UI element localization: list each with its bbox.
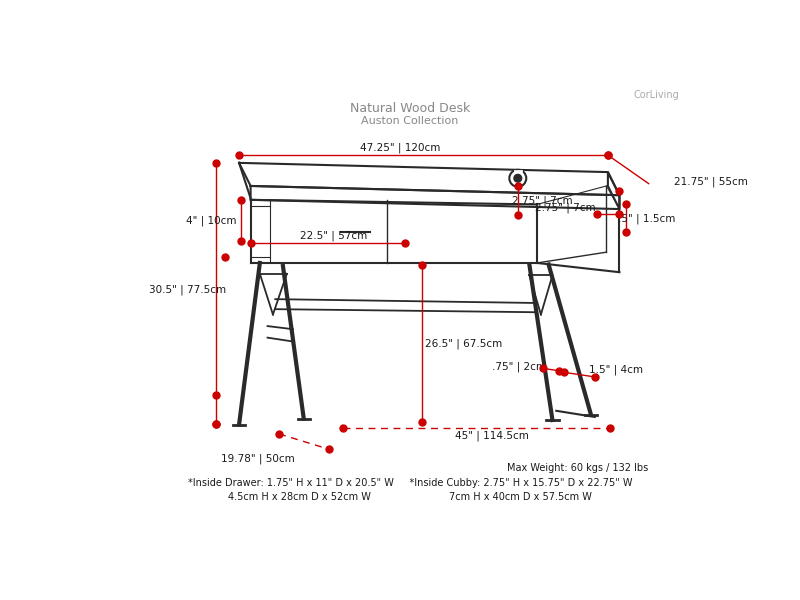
Text: 26.5" | 67.5cm: 26.5" | 67.5cm xyxy=(426,338,502,349)
Text: 30.5" | 77.5cm: 30.5" | 77.5cm xyxy=(149,284,226,295)
Text: Natural Wood Desk: Natural Wood Desk xyxy=(350,103,470,115)
Text: 22.5" | 57cm: 22.5" | 57cm xyxy=(300,231,367,241)
Text: 21.75" | 55cm: 21.75" | 55cm xyxy=(674,176,748,187)
Text: 4.5cm H x 28cm D x 52cm W                         7cm H x 40cm D x 57.5cm W: 4.5cm H x 28cm D x 52cm W 7cm H x 40cm D… xyxy=(228,492,592,502)
Text: 1.5" | 4cm: 1.5" | 4cm xyxy=(590,365,643,375)
Text: 47.25" | 120cm: 47.25" | 120cm xyxy=(360,143,441,154)
Circle shape xyxy=(514,175,522,182)
Text: 45" | 114.5cm: 45" | 114.5cm xyxy=(455,430,529,440)
Text: *Inside Drawer: 1.75" H x 11" D x 20.5" W     *Inside Cubby: 2.75" H x 15.75" D : *Inside Drawer: 1.75" H x 11" D x 20.5" … xyxy=(188,478,632,488)
Text: CorLiving: CorLiving xyxy=(634,90,679,100)
Text: 4" | 10cm: 4" | 10cm xyxy=(186,215,237,226)
Text: Auston Collection: Auston Collection xyxy=(362,116,458,126)
Text: Max Weight: 60 kgs / 132 lbs: Max Weight: 60 kgs / 132 lbs xyxy=(507,463,649,473)
Text: 19.78" | 50cm: 19.78" | 50cm xyxy=(221,453,294,464)
Text: 2.75" | 7cm: 2.75" | 7cm xyxy=(512,196,573,206)
Text: 2.75" | 7cm: 2.75" | 7cm xyxy=(535,202,595,213)
Text: .5" | 1.5cm: .5" | 1.5cm xyxy=(618,213,676,224)
Text: .75" | 2cm: .75" | 2cm xyxy=(491,362,546,372)
